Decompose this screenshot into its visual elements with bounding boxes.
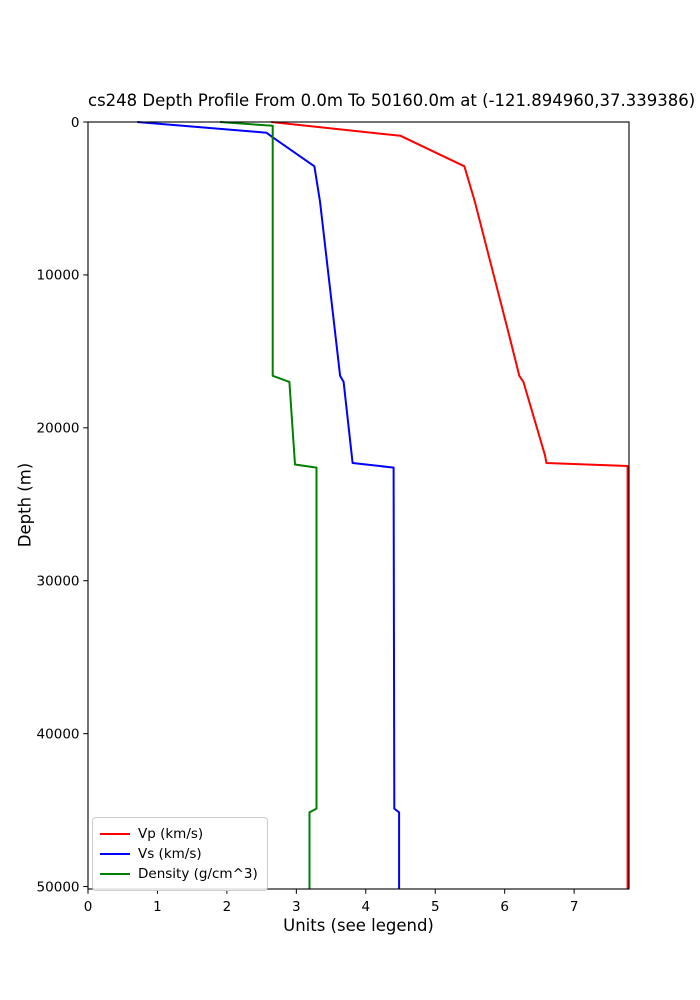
legend: Vp (km/s) Vs (km/s) Density (g/cm^3): [92, 817, 268, 891]
x-tick-label: 7: [570, 899, 579, 915]
x-tick-label: 2: [223, 899, 232, 915]
density-g-cm-3-line: [219, 121, 318, 889]
y-tick-label: 40000: [37, 726, 80, 742]
x-tick-label: 1: [153, 899, 162, 915]
vs-km-s-legend-label: Vs (km/s): [138, 846, 202, 862]
axis-ticks: 0 1 2 3 4 5 6 7 0 10000 20000 30000 40000 50000: [37, 115, 579, 915]
y-tick-label: 0: [71, 115, 80, 131]
x-tick-label: 0: [84, 899, 93, 915]
y-tick-label: 10000: [37, 268, 80, 284]
y-tick-label: 50000: [37, 879, 80, 895]
x-tick-label: 5: [431, 899, 440, 915]
vs-km-s-legend-line: [100, 853, 130, 855]
vp-km-s-legend-label: Vp (km/s): [138, 826, 204, 842]
legend-item-density-g-cm-3: Density (g/cm^3): [100, 864, 260, 884]
density-g-cm-3-legend-label: Density (g/cm^3): [138, 866, 258, 882]
plot-title: cs248 Depth Profile From 0.0m To 50160.0…: [88, 91, 696, 110]
y-tick-label: 20000: [37, 421, 80, 437]
legend-item-vs-km-s: Vs (km/s): [100, 844, 260, 864]
plot-frame: [87, 121, 630, 890]
x-axis-title: Units (see legend): [283, 916, 434, 935]
vp-km-s-line: [271, 121, 629, 889]
x-tick-label: 4: [361, 899, 370, 915]
vp-km-s-legend-line: [100, 833, 130, 835]
y-tick-label: 30000: [37, 574, 80, 590]
x-tick-label: 6: [500, 899, 509, 915]
density-g-cm-3-legend-line: [100, 873, 130, 875]
legend-item-vp-km-s: Vp (km/s): [100, 824, 260, 844]
y-axis-title: Depth (m): [15, 462, 35, 548]
x-tick-label: 3: [292, 899, 301, 915]
vs-km-s-line: [137, 121, 401, 889]
